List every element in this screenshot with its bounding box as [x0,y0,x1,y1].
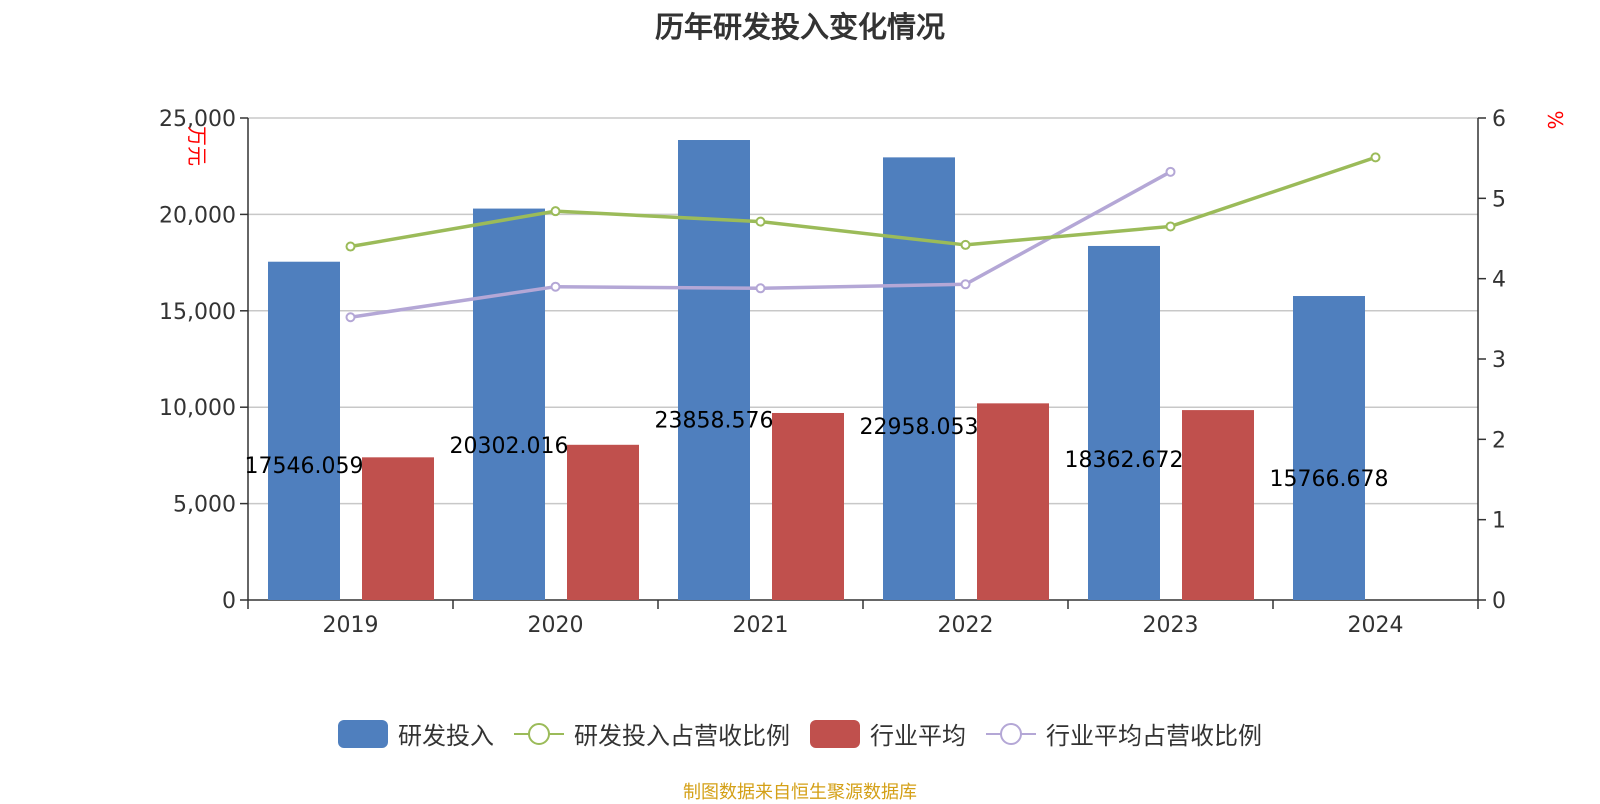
y-right-axis-label: % [1543,110,1567,129]
y-left-tick-label: 0 [222,589,236,614]
y-left-tick-label: 20,000 [159,203,236,228]
y-left-tick-label: 5,000 [173,493,236,518]
legend-swatch-ind [810,719,860,748]
data-label-rd: 20302.016 [450,434,569,459]
data-label-rd: 23858.576 [655,409,774,434]
rd-ratio-line [350,155,1377,249]
y-right-tick-label: 4 [1492,268,1506,293]
rd-ratio-point [550,206,561,217]
industry-ratio-point [1165,166,1176,177]
bar-rd [883,157,955,600]
x-tick-label: 2023 [1143,613,1199,638]
bar-rd [678,140,750,600]
legend-item-rd-ratio[interactable]: 研发投入占营收比例 [514,716,790,751]
data-label-rd: 15766.678 [1270,467,1389,492]
legend-item-ind[interactable]: 行业平均 [810,716,966,751]
bar-industry [567,444,639,600]
legend-label-ind-ratio: 行业平均占营收比例 [1046,722,1262,750]
y-right-tick-label: 5 [1492,187,1506,212]
industry-ratio-point [550,281,561,292]
legend-item-ind-ratio[interactable]: 行业平均占营收比例 [986,716,1262,751]
data-label-rd: 18362.672 [1065,448,1184,473]
y-right-tick-label: 0 [1492,589,1506,614]
source-note: 制图数据来自恒生聚源数据库 [683,782,917,803]
rd-ratio-point [755,216,766,227]
x-tick-label: 2021 [733,613,789,638]
chart-title: 历年研发投入变化情况 [654,10,945,44]
data-label-rd: 22958.053 [860,415,979,440]
industry-ratio-point [345,312,356,323]
y-right-tick-label: 6 [1492,107,1506,132]
x-tick-label: 2019 [323,613,379,638]
bar-industry [977,403,1049,600]
x-tick-label: 2022 [938,613,994,638]
rd-ratio-point [345,241,356,252]
rd-ratio-point [1370,152,1381,163]
legend-label-rd: 研发投入 [398,722,494,750]
x-tick-label: 2024 [1348,613,1404,638]
bar-rd [268,261,340,600]
legend-swatch-rd [338,719,388,748]
bar-industry [772,412,844,600]
x-tick-label: 2020 [528,613,584,638]
legend: 研发投入 研发投入占营收比例 行业平均 行业平均占营收比例 [0,716,1600,751]
chart-plot: 0 5,000 10,000 15,000 20,000 25,000 0 1 2 3 4 5 6 万元%… [159,107,1567,638]
y-left-axis-label: 万元 [185,126,209,166]
legend-swatch-ind-ratio [986,722,1036,745]
legend-item-rd[interactable]: 研发投入 [338,716,494,751]
bar-industry [362,457,434,600]
bar-rd [1293,296,1365,600]
y-right-tick-label: 1 [1492,509,1506,534]
industry-ratio-point [755,283,766,294]
data-label-rd: 17546.059 [245,454,364,479]
rd-ratio-point [960,239,971,250]
y-right-tick-label: 3 [1492,348,1506,373]
y-right-tick-label: 2 [1492,428,1506,453]
industry-ratio-point [960,279,971,290]
legend-label-rd-ratio: 研发投入占营收比例 [574,722,790,750]
y-left-tick-label: 25,000 [159,107,236,132]
legend-swatch-rd-ratio [514,722,564,745]
y-left-tick-label: 15,000 [159,300,236,325]
bar-rd [1088,245,1160,600]
rd-ratio-point [1165,221,1176,232]
bar-industry [1182,410,1254,600]
y-left-tick-label: 10,000 [159,396,236,421]
legend-label-ind: 行业平均 [870,722,966,750]
bar-rd [473,208,545,600]
